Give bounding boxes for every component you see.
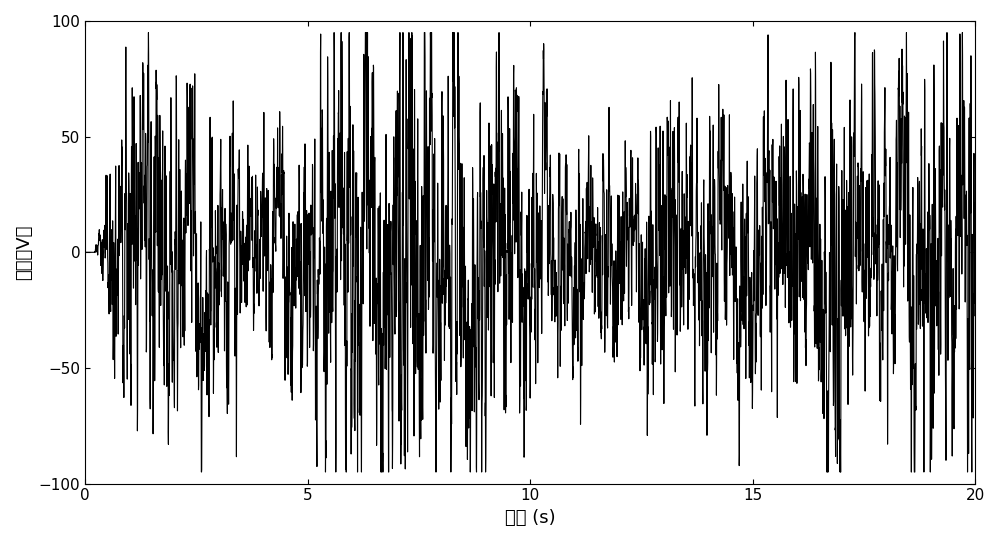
X-axis label: 时间 (s): 时间 (s): [505, 509, 556, 527]
Y-axis label: 电压（V）: 电压（V）: [15, 224, 33, 280]
